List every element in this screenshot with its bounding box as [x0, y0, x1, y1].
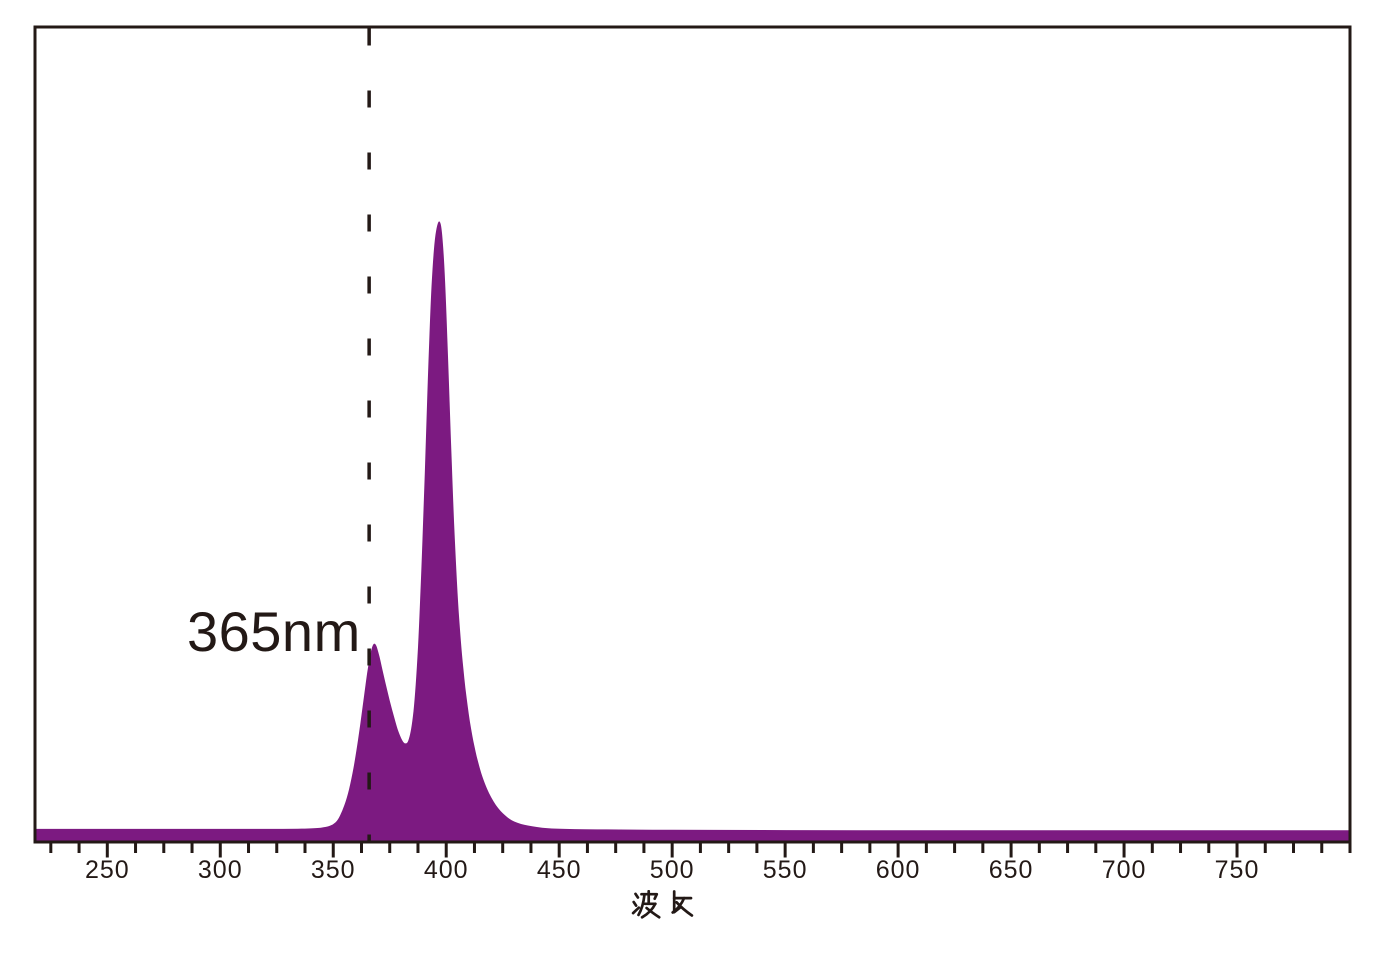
x-axis-tick-label: 750	[1214, 856, 1260, 884]
x-axis-tick-label: 300	[197, 856, 243, 884]
peak-annotation-label: 365nm	[187, 600, 361, 663]
x-axis-tick-label: 550	[762, 856, 808, 884]
cjk-glyph-chang-long-icon	[671, 890, 694, 917]
x-axis-tick-label: 700	[1101, 856, 1147, 884]
plot-border	[33, 25, 1352, 844]
x-axis-ticks	[49, 843, 1352, 858]
x-axis-tick-label: 500	[649, 856, 695, 884]
x-axis-tick-label: 350	[310, 856, 356, 884]
x-axis-tick-label: 250	[84, 856, 130, 884]
x-axis-tick-label: 400	[423, 856, 469, 884]
x-axis-tick-label: 650	[988, 856, 1034, 884]
emission-spectrum-area	[35, 221, 1350, 843]
x-axis-tick-label: 600	[875, 856, 921, 884]
x-axis-tick-label: 450	[536, 856, 582, 884]
x-axis-title	[631, 890, 694, 920]
cjk-glyph-bo-wave-icon	[631, 890, 661, 919]
